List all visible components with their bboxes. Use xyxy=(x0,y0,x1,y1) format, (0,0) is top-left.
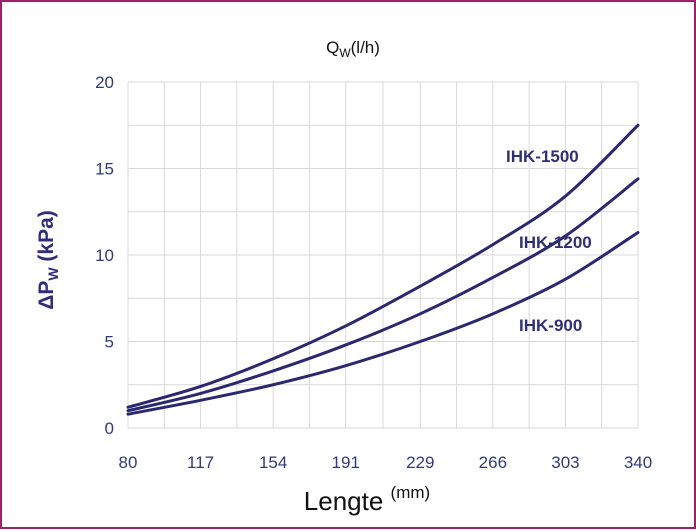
y-axis-label-prefix: ΔP xyxy=(35,281,58,310)
x-axis-label-text: Lengte xyxy=(304,486,391,516)
top-axis-label-base: Q xyxy=(326,38,339,57)
x-tick-label: 340 xyxy=(624,453,652,472)
series-line-ihk-1500 xyxy=(126,123,640,409)
x-tick-label: 266 xyxy=(479,453,507,472)
x-axis-label: Lengte (mm) xyxy=(304,483,430,516)
y-axis-label-sub: W xyxy=(45,267,61,281)
series-label-ihk-900: IHK-900 xyxy=(519,316,582,335)
x-tick-labels: 80 117 154 191 229 266 303 340 xyxy=(119,453,653,472)
top-axis-label: QW(l/h) xyxy=(326,38,380,60)
y-tick-label: 10 xyxy=(95,246,114,265)
x-tick-label: 229 xyxy=(406,453,434,472)
y-tick-label: 15 xyxy=(95,160,114,179)
x-tick-label: 154 xyxy=(259,453,287,472)
series-line-ihk-1200 xyxy=(126,177,640,413)
top-axis-label-sub: W xyxy=(339,46,351,60)
series-labels: IHK-1500 IHK-1200 IHK-900 xyxy=(506,147,592,335)
x-tick-label: 191 xyxy=(332,453,360,472)
series-line-ihk-900 xyxy=(126,231,640,416)
y-tick-label: 0 xyxy=(105,419,114,438)
y-tick-label: 20 xyxy=(95,73,114,92)
x-tick-label: 117 xyxy=(187,453,214,472)
series-label-ihk-1200: IHK-1200 xyxy=(519,233,592,252)
x-tick-label: 303 xyxy=(551,453,579,472)
y-tick-labels: 0 5 10 15 20 xyxy=(95,73,114,438)
x-tick-label: 80 xyxy=(119,453,138,472)
y-axis-label-rest: (kPa) xyxy=(35,210,58,267)
grid-lines xyxy=(127,81,639,429)
y-tick-label: 5 xyxy=(105,333,114,352)
y-axis-label: ΔPW (kPa) xyxy=(35,210,61,310)
top-axis-label-rest: (l/h) xyxy=(351,38,380,57)
x-axis-label-sup: (mm) xyxy=(391,483,431,502)
series-label-ihk-1500: IHK-1500 xyxy=(506,147,579,166)
series-lines xyxy=(126,123,640,416)
